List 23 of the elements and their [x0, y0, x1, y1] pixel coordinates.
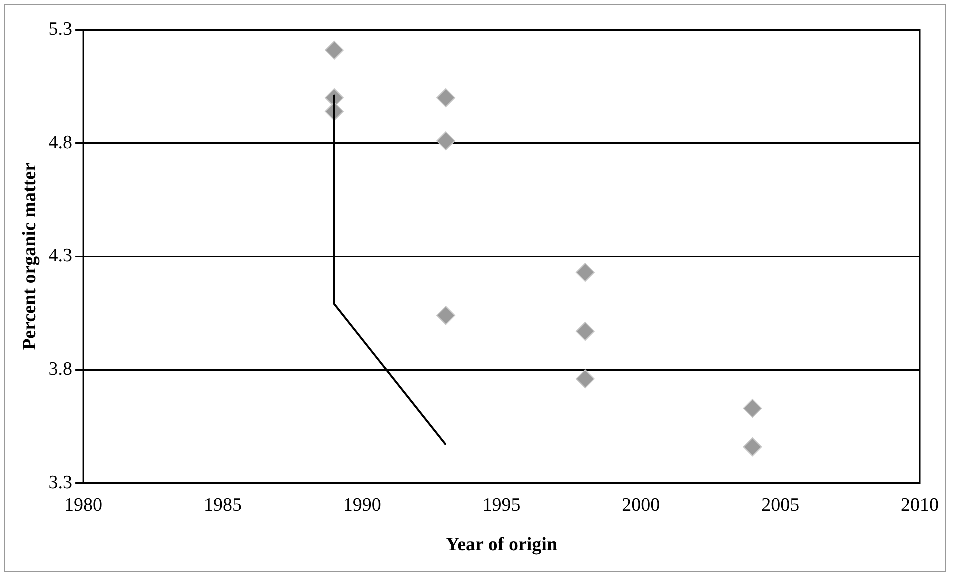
y-tick-label: 3.3 — [48, 472, 73, 494]
x-tick-label: 1995 — [482, 494, 521, 516]
point — [436, 88, 456, 108]
point — [743, 438, 762, 457]
x-tick-label: 2010 — [901, 494, 939, 516]
x-tick-label: 1990 — [343, 494, 382, 516]
point — [436, 132, 456, 151]
point — [576, 263, 595, 282]
x-tick-label: 1980 — [64, 494, 103, 516]
y-axis-title: Percent organic matter — [19, 162, 40, 350]
point — [324, 40, 344, 60]
x-tick-label: 2000 — [622, 494, 660, 516]
point — [576, 370, 595, 389]
point — [436, 306, 456, 326]
x-tick-label: 1985 — [204, 494, 242, 516]
y-tick-label: 3.8 — [48, 359, 73, 380]
x-tick-label: 2005 — [762, 494, 800, 516]
x-axis-title: Year of origin — [446, 534, 558, 556]
point — [743, 399, 762, 418]
point — [576, 322, 595, 342]
y-tick-label: 5.3 — [48, 18, 73, 40]
y-tick-label: 4.8 — [48, 132, 73, 154]
y-tick-label: 4.3 — [48, 246, 73, 267]
